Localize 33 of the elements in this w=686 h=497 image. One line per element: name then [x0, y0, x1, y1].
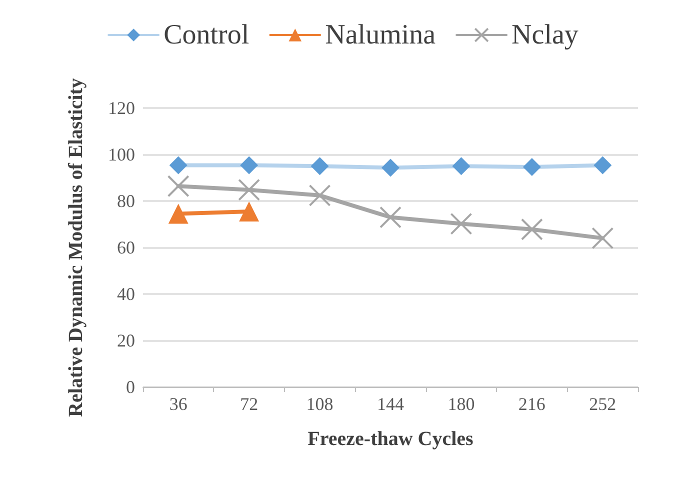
x-tick-label: 36 — [169, 394, 188, 414]
legend-label: Nclay — [512, 20, 578, 50]
point — [238, 178, 260, 201]
point — [167, 175, 190, 198]
x-tick-label: 180 — [448, 394, 475, 414]
point — [382, 158, 400, 177]
point — [308, 184, 331, 206]
y-tick-label: 80 — [117, 191, 135, 211]
point — [310, 157, 329, 176]
point — [520, 218, 543, 240]
legend-label: Nalumina — [325, 20, 436, 50]
y-tick-label: 20 — [117, 330, 135, 350]
point — [522, 158, 541, 176]
x-tick-label: 216 — [518, 394, 546, 414]
legend-label: Control — [164, 20, 250, 50]
point — [240, 156, 258, 174]
x-tick-label: 144 — [377, 394, 404, 414]
x-tick-label: 72 — [240, 394, 258, 414]
y-tick-label: 120 — [108, 98, 135, 118]
y-tick-label: 60 — [117, 238, 135, 258]
y-tick-label: 100 — [108, 144, 135, 164]
y-axis-title: Relative Dynamic Modulus of Elasticity — [65, 78, 87, 417]
x-tick-label: 108 — [306, 394, 334, 414]
point — [450, 212, 472, 235]
y-tick-label: 40 — [117, 284, 135, 304]
point — [452, 157, 470, 176]
x-axis-title: Freeze-thaw Cycles — [308, 428, 474, 450]
y-tick-label: 0 — [126, 377, 135, 397]
point — [592, 227, 614, 250]
point — [594, 156, 612, 174]
point — [169, 156, 188, 174]
x-tick-label: 252 — [589, 394, 616, 414]
point — [380, 206, 402, 228]
